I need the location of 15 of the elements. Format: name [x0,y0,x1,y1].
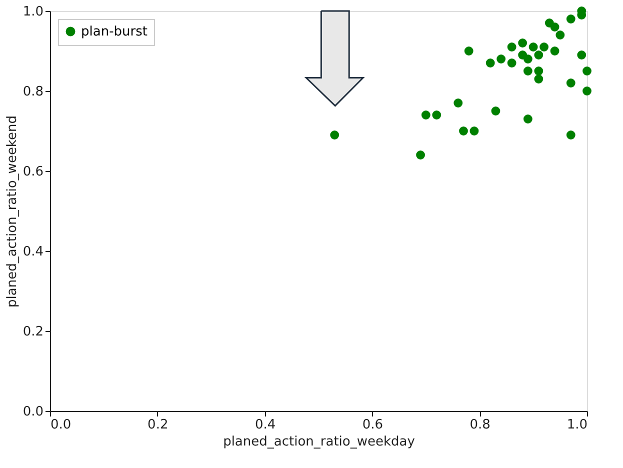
x-tick-label: 0.8 [470,418,490,432]
y-tick-label: 0.6 [22,164,44,180]
x-axis-title: planed_action_ratio_weekday [223,434,416,450]
y-tick-label: 0.2 [22,324,44,340]
x-tick-label: 0.4 [254,418,276,432]
y-tick-label: 0.4 [22,244,44,260]
legend-label: plan-burst [81,24,148,40]
y-tick-label: 0.8 [22,84,44,100]
x-tick-label: 0.0 [50,418,72,432]
y-tick-label: 1.0 [22,4,44,20]
x-tick-label: 0.2 [148,418,168,432]
y-tick-label: 0.0 [22,404,44,420]
x-tick-label: 1.0 [566,418,588,432]
x-tick-label: 0.6 [362,418,384,432]
y-axis-title: planed_action_ratio_weekend [4,116,20,308]
